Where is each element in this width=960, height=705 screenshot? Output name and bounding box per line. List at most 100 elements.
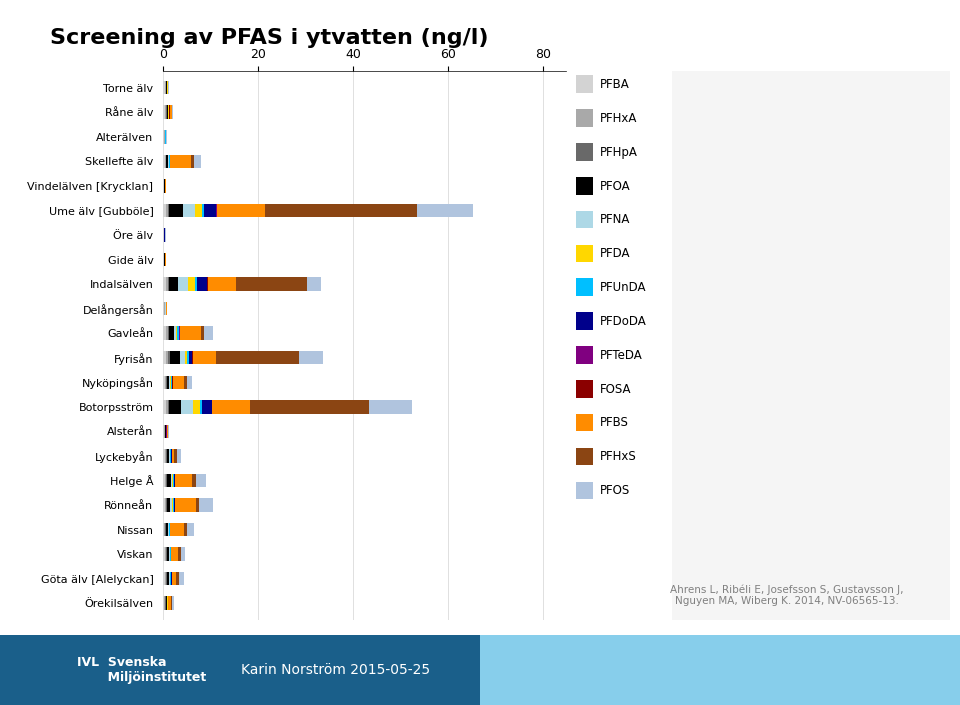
Bar — [166, 154, 168, 168]
Bar — [172, 449, 175, 462]
Text: PFBA: PFBA — [600, 78, 630, 91]
Bar — [194, 154, 201, 168]
Bar — [163, 277, 165, 291]
Bar — [196, 498, 199, 512]
Text: PFHxA: PFHxA — [600, 112, 637, 125]
Bar — [187, 376, 191, 389]
Bar — [165, 596, 167, 610]
Bar — [163, 376, 164, 389]
Bar — [164, 106, 166, 119]
Bar — [164, 449, 166, 462]
Bar — [170, 351, 180, 364]
Text: Ahrens L, Ribéli E, Josefsson S, Gustavsson J,
Nguyen MA, Wiberg K. 2014, NV-065: Ahrens L, Ribéli E, Josefsson S, Gustavs… — [670, 584, 904, 606]
Bar — [163, 449, 164, 462]
Bar — [251, 400, 369, 414]
Bar — [177, 572, 179, 585]
Bar — [307, 277, 322, 291]
Bar — [169, 277, 179, 291]
Bar — [184, 523, 187, 537]
Bar — [184, 376, 187, 389]
Bar — [170, 498, 172, 512]
Bar — [166, 106, 168, 119]
Text: FOSA: FOSA — [600, 383, 632, 396]
Bar — [166, 449, 169, 462]
Bar — [169, 204, 183, 217]
Bar — [165, 326, 168, 340]
Bar — [164, 572, 166, 585]
Text: PFOS: PFOS — [600, 484, 631, 497]
Bar — [193, 400, 200, 414]
Bar — [172, 596, 175, 610]
Bar — [165, 523, 168, 537]
Bar — [168, 596, 171, 610]
Text: PFUnDA: PFUnDA — [600, 281, 646, 294]
Bar — [166, 547, 169, 561]
Text: Karin Norström 2015-05-25: Karin Norström 2015-05-25 — [241, 663, 431, 677]
Text: PFDA: PFDA — [600, 247, 631, 260]
Bar — [203, 204, 204, 217]
Bar — [180, 351, 184, 364]
Bar — [198, 277, 206, 291]
Bar — [165, 277, 168, 291]
Bar — [167, 376, 169, 389]
Bar — [163, 81, 164, 94]
Bar — [167, 474, 171, 487]
Bar — [180, 547, 185, 561]
Bar — [163, 572, 164, 585]
Bar — [171, 547, 179, 561]
Bar — [163, 351, 165, 364]
Bar — [189, 351, 192, 364]
Bar — [202, 326, 204, 340]
Bar — [183, 204, 195, 217]
Text: Screening av PFAS i ytvatten (ng/l): Screening av PFAS i ytvatten (ng/l) — [50, 28, 488, 48]
Bar — [163, 400, 165, 414]
Bar — [369, 400, 412, 414]
Bar — [212, 400, 251, 414]
Bar — [177, 449, 181, 462]
Bar — [175, 474, 191, 487]
Bar — [216, 351, 300, 364]
Text: PFHxS: PFHxS — [600, 450, 636, 463]
Bar — [164, 547, 166, 561]
Bar — [191, 154, 194, 168]
Bar — [175, 498, 196, 512]
Bar — [236, 277, 307, 291]
Bar — [163, 326, 165, 340]
Bar — [164, 376, 166, 389]
Bar — [165, 351, 168, 364]
Bar — [163, 106, 164, 119]
Bar — [176, 326, 178, 340]
Bar — [163, 498, 164, 512]
Text: PFTeDA: PFTeDA — [600, 349, 643, 362]
Bar — [163, 474, 164, 487]
Bar — [171, 474, 172, 487]
Bar — [170, 154, 191, 168]
Bar — [178, 326, 179, 340]
Text: PFHpA: PFHpA — [600, 146, 637, 159]
Bar — [166, 81, 167, 94]
Text: PFOA: PFOA — [600, 180, 631, 192]
Bar — [204, 326, 213, 340]
Bar — [180, 400, 193, 414]
Text: PFDoDA: PFDoDA — [600, 315, 647, 328]
Text: IVL  Svenska
       Miljöinstitutet: IVL Svenska Miljöinstitutet — [77, 656, 206, 684]
Bar — [166, 498, 170, 512]
Bar — [417, 204, 473, 217]
Bar — [195, 277, 198, 291]
Bar — [163, 154, 164, 168]
Bar — [217, 204, 265, 217]
Bar — [164, 498, 166, 512]
Bar — [166, 572, 169, 585]
Bar — [207, 277, 236, 291]
Bar — [187, 523, 194, 537]
Bar — [179, 277, 188, 291]
Bar — [204, 204, 216, 217]
Bar — [179, 547, 180, 561]
Bar — [188, 277, 195, 291]
Bar — [169, 326, 174, 340]
Bar — [172, 572, 177, 585]
Bar — [163, 204, 165, 217]
Bar — [191, 474, 196, 487]
Bar — [170, 106, 172, 119]
Bar — [168, 351, 170, 364]
